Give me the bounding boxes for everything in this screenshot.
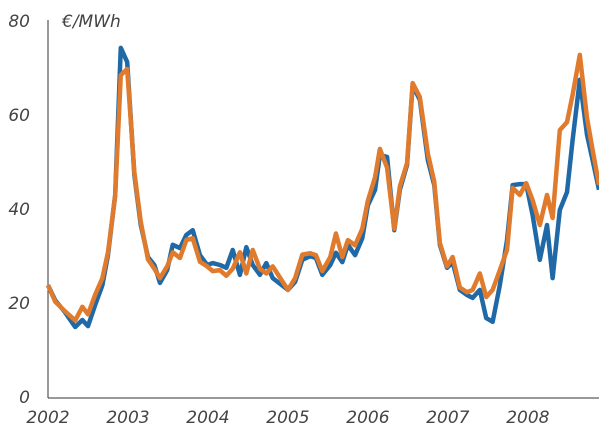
- x-tick-label: 2003: [106, 408, 149, 428]
- y-tick-label: 40: [8, 200, 30, 220]
- y-tick-label: 80: [8, 12, 30, 32]
- series-line: [45, 52, 599, 323]
- x-tick-label: 2004: [186, 408, 229, 428]
- y-axis-label: €/MWh: [61, 12, 121, 32]
- x-tick-label: 2002: [26, 408, 69, 428]
- x-tick-label: 2008: [506, 408, 549, 428]
- x-tick-label: 2007: [426, 408, 469, 428]
- y-tick-label: 0: [19, 388, 30, 408]
- x-tick-label: 2005: [266, 408, 309, 428]
- y-tick-label: 20: [8, 294, 30, 314]
- x-tick-label: 2006: [346, 408, 389, 428]
- y-tick-label: 60: [8, 106, 30, 126]
